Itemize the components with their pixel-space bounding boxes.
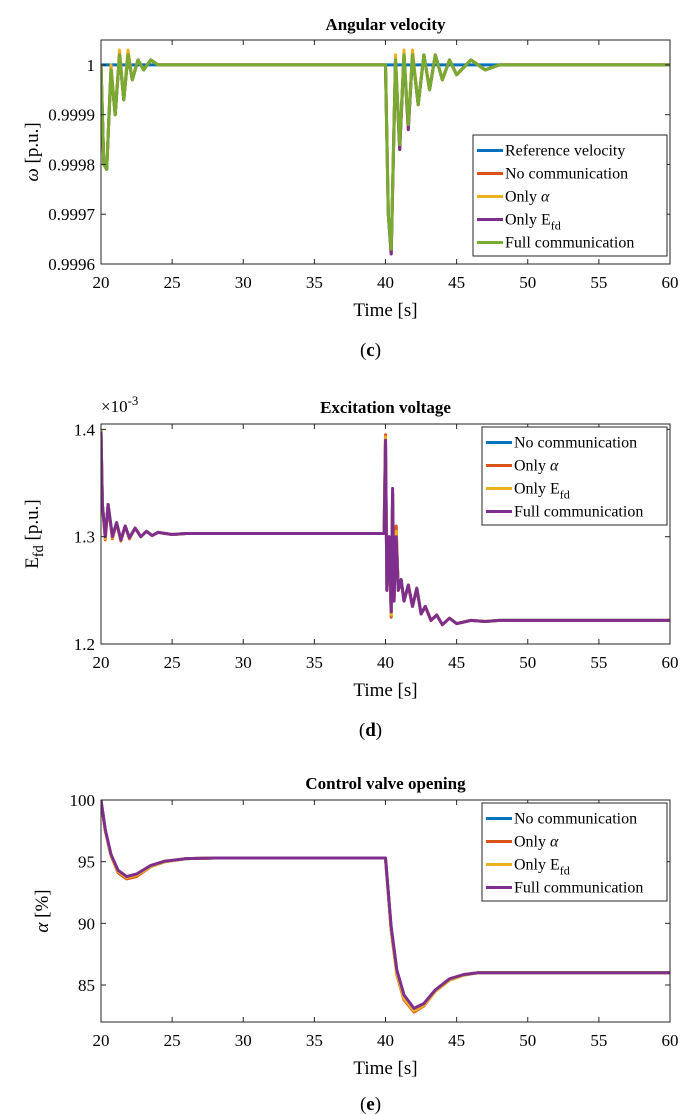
chart-panel-e: 20 25 30 35 40 45 50 55 60 85 90 95 100 Control valve…	[32, 774, 679, 1115]
chart-panel-d: 20 25 30 35 40 45 50 55 60 1.2 1.3 1.4 ×10-3 Excitati…	[22, 394, 679, 741]
legend: Reference velocity No communication Only α…	[472, 134, 668, 257]
x-tick-label: 25	[164, 273, 181, 292]
y-tick-label: 100	[70, 791, 96, 810]
y-tick-label: 85	[78, 976, 95, 995]
x-tick-label: 45	[448, 273, 465, 292]
series-line-3	[101, 800, 670, 1010]
legend-entry-0: Reference velocity	[505, 143, 625, 160]
legend-entry-1: No communication	[505, 166, 628, 183]
x-axis-label: Time [s]	[353, 1058, 417, 1079]
y-multiplier: ×10-3	[101, 394, 138, 416]
x-tick-label: 40	[377, 653, 394, 672]
x-tick-label: 50	[519, 1031, 536, 1050]
legend-entry-1: Only α	[514, 458, 559, 475]
chart-title: Control valve opening	[305, 774, 466, 793]
series-group	[101, 800, 670, 1014]
y-axis-label: Efd [p.u.]	[22, 499, 47, 568]
y-axis-label: α [%]	[32, 889, 53, 932]
x-tick-label: 55	[590, 273, 607, 292]
panel-caption: (e)	[360, 1094, 381, 1115]
legend-entry-0: No communication	[514, 811, 637, 828]
legend-entry-3: Full communication	[514, 880, 643, 897]
x-tick-label: 45	[448, 653, 465, 672]
y-tick-label: 1.4	[74, 420, 96, 439]
x-tick-label: 35	[306, 653, 323, 672]
legend-entry-1: Only α	[514, 834, 559, 851]
y-tick-label: 90	[78, 914, 95, 933]
x-tick-label: 20	[93, 273, 110, 292]
legend-box	[481, 802, 668, 902]
legend-entry-3: Only Efd	[505, 212, 561, 233]
y-tick-label: 1.3	[74, 528, 95, 547]
legend-entry-3: Full communication	[514, 504, 643, 521]
legend-entry-4: Full communication	[505, 235, 634, 252]
x-tick-label: 55	[590, 1031, 607, 1050]
y-tick-label: 0.9999	[48, 106, 95, 125]
series-line-3	[101, 431, 670, 627]
legend: No communication Only α Only Efd Full commu…	[481, 802, 668, 902]
series-group	[101, 428, 670, 627]
panel-caption: (c)	[360, 340, 381, 361]
series-line-4	[101, 53, 670, 251]
x-tick-label: 25	[164, 1031, 181, 1050]
x-tick-label: 35	[306, 273, 323, 292]
series-group	[101, 48, 670, 256]
x-tick-label: 20	[93, 1031, 110, 1050]
x-tick-label: 45	[448, 1031, 465, 1050]
x-tick-label: 40	[377, 273, 394, 292]
y-tick-label: 1.2	[74, 635, 95, 654]
x-tick-label: 60	[662, 1031, 679, 1050]
x-tick-label: 40	[377, 1031, 394, 1050]
panel-caption: (d)	[359, 720, 382, 741]
legend-entry-0: No communication	[514, 435, 637, 452]
y-axis-label: ω [p.u.]	[22, 122, 43, 181]
legend-entry-2: Only Efd	[514, 857, 570, 878]
legend-entry-2: Only α	[505, 189, 550, 206]
x-tick-label: 50	[519, 653, 536, 672]
x-tick-label: 30	[235, 1031, 252, 1050]
chart-panel-c: 20 25 30 35 40 45 50 55 60 0.9996 0.9997 0.9998 0.99…	[22, 15, 679, 361]
legend: No communication Only α Only Efd Full commu…	[481, 426, 668, 526]
chart-title: Excitation voltage	[320, 398, 451, 417]
legend-entry-2: Only Efd	[514, 481, 570, 502]
x-axis-label: Time [s]	[353, 680, 417, 701]
legend-box	[481, 426, 668, 526]
x-tick-label: 25	[164, 653, 181, 672]
x-axis-label: Time [s]	[353, 300, 417, 321]
x-tick-label: 60	[662, 273, 679, 292]
x-tick-label: 35	[306, 1031, 323, 1050]
y-tick-label: 0.9997	[48, 205, 95, 224]
x-tick-label: 50	[519, 273, 536, 292]
y-tick-label: 95	[78, 853, 95, 872]
legend-box	[472, 134, 668, 257]
x-tick-label: 60	[662, 653, 679, 672]
y-tick-label: 0.9996	[48, 255, 95, 274]
y-tick-label: 0.9998	[48, 155, 95, 174]
chart-title: Angular velocity	[325, 15, 446, 34]
x-tick-label: 55	[590, 653, 607, 672]
y-tick-label: 1	[87, 56, 96, 75]
x-tick-label: 20	[93, 653, 110, 672]
x-tick-label: 30	[235, 273, 252, 292]
x-tick-label: 30	[235, 653, 252, 672]
